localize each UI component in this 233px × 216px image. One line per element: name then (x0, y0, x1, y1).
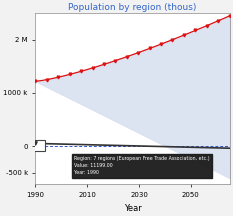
FancyBboxPatch shape (32, 140, 45, 151)
X-axis label: Year: Year (124, 203, 141, 213)
Text: Region: 7 regions (European Free Trade Association, etc.)
Value: 11199.00
Year: : Region: 7 regions (European Free Trade A… (74, 156, 210, 175)
Title: Population by region (thous): Population by region (thous) (68, 3, 197, 13)
